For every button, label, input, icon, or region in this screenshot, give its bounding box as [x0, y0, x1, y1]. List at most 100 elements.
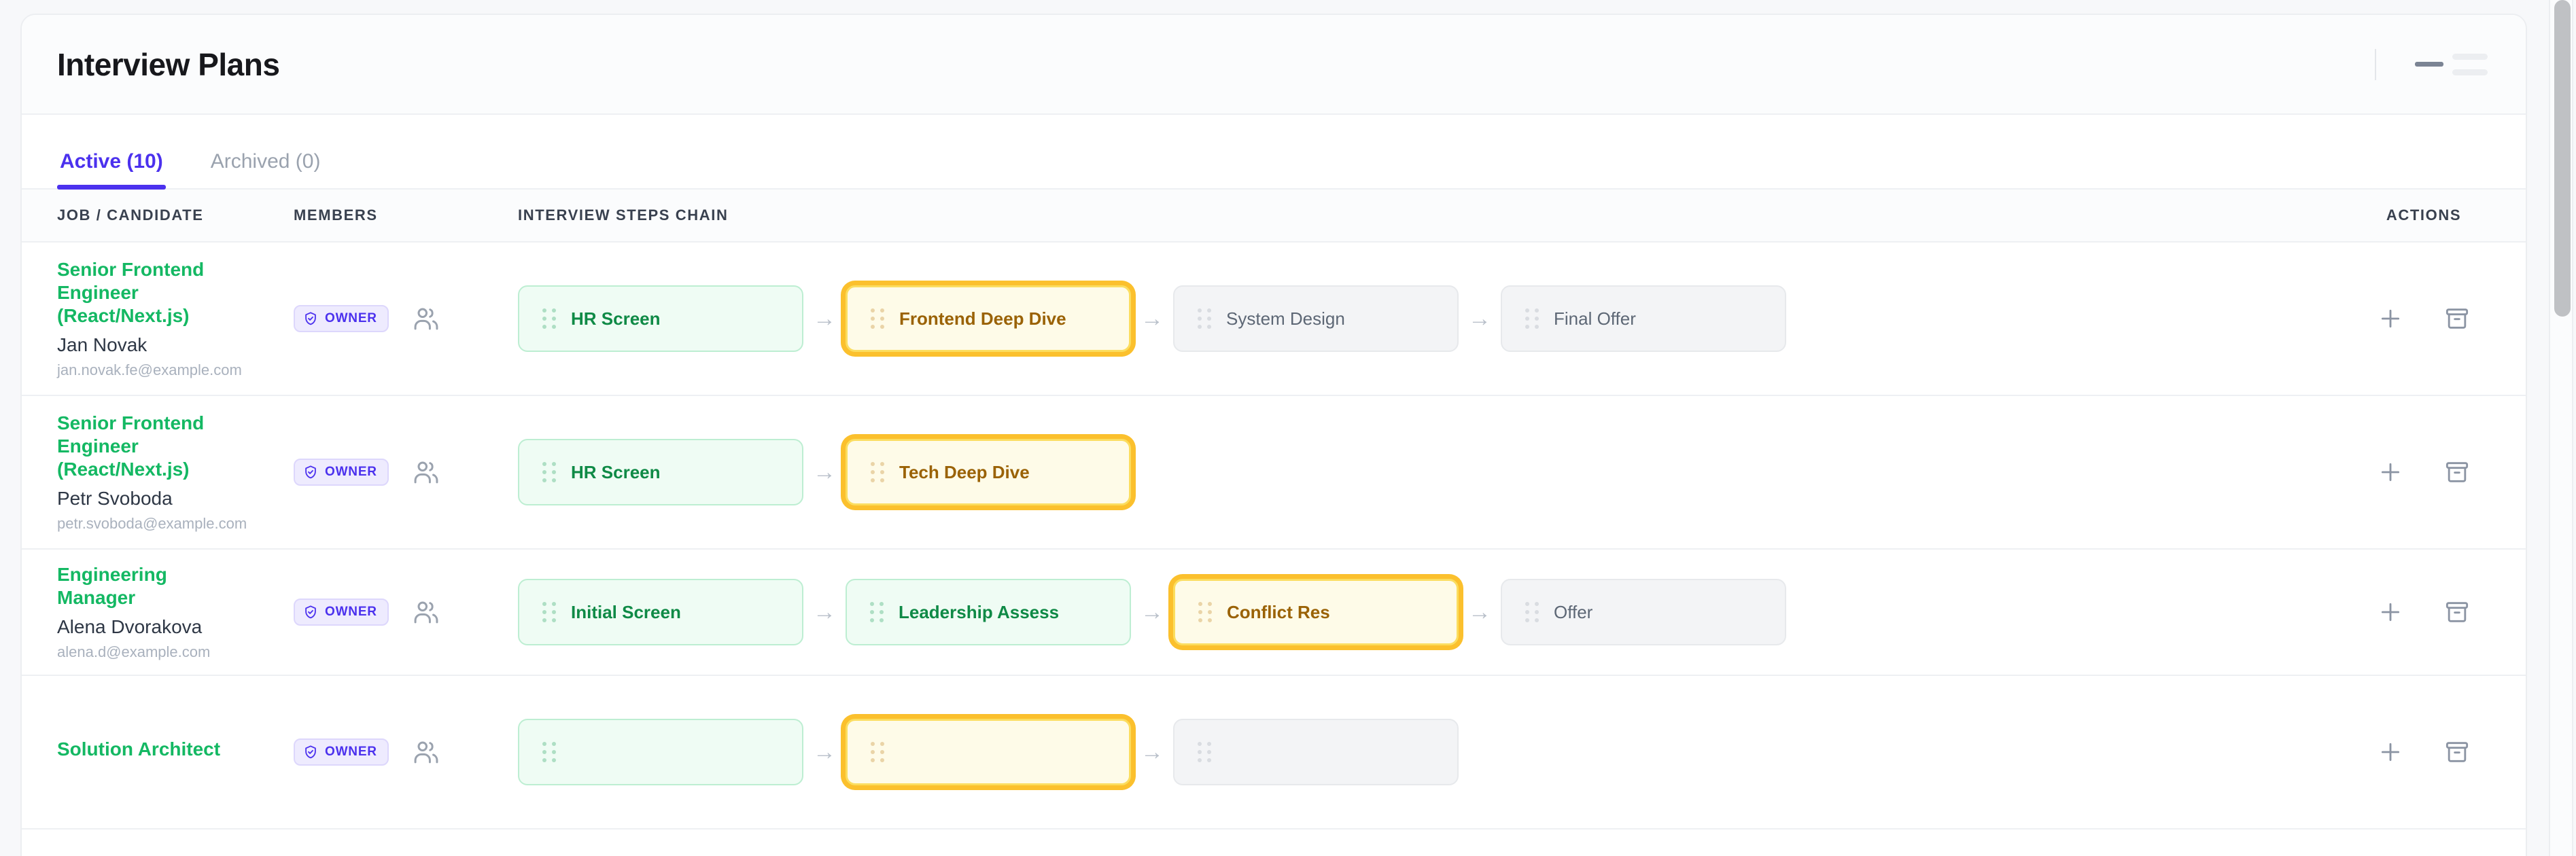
drag-handle-icon[interactable] [1198, 742, 1211, 762]
users-icon[interactable] [412, 304, 440, 333]
step-label: Initial Screen [571, 602, 681, 622]
owner-badge-label: OWNER [325, 465, 377, 479]
window-controls [2375, 44, 2490, 85]
card-header: Interview Plans [22, 15, 2526, 115]
members-cell: OWNER [294, 304, 518, 333]
owner-badge[interactable]: OWNER [294, 738, 389, 766]
column-header-chain: INTERVIEW STEPS CHAIN [518, 207, 729, 224]
chain-arrow-icon: → [1141, 306, 1164, 332]
minimize-button[interactable] [2409, 44, 2450, 85]
plus-icon[interactable] [2377, 599, 2404, 626]
shield-check-icon [305, 745, 316, 759]
vertical-scrollbar[interactable] [2549, 0, 2573, 856]
step-label: Offer [1554, 602, 1593, 622]
archive-icon[interactable] [2443, 599, 2471, 626]
users-icon[interactable] [412, 738, 440, 766]
table-header-row: JOB / CANDIDATE MEMBERS INTERVIEW STEPS … [22, 190, 2526, 243]
step-card[interactable]: Frontend Deep Dive [846, 285, 1131, 352]
drag-handle-icon[interactable] [871, 308, 884, 329]
drag-handle-icon[interactable] [1198, 602, 1212, 622]
shield-check-icon [305, 465, 316, 479]
step-card[interactable]: Leadership Assess [846, 579, 1131, 645]
step-card[interactable] [1173, 719, 1459, 785]
chain-arrow-icon: → [813, 599, 836, 625]
job-candidate-cell: Solution Architect [22, 738, 294, 766]
column-header-job: JOB / CANDIDATE [57, 207, 204, 224]
archive-icon[interactable] [2443, 305, 2471, 332]
step-card[interactable]: System Design [1173, 285, 1459, 352]
minimize-icon [2415, 62, 2443, 67]
drag-handle-icon[interactable] [542, 308, 556, 329]
candidate-name: Jan Novak [57, 334, 147, 355]
drag-handle-icon[interactable] [870, 602, 884, 622]
owner-badge[interactable]: OWNER [294, 599, 389, 626]
job-candidate-cell: Senior Frontend Engineer (React/Next.js)… [22, 412, 294, 533]
drag-handle-icon[interactable] [542, 462, 556, 482]
step-card[interactable]: Tech Deep Dive [846, 439, 1131, 505]
tab-archived[interactable]: Archived (0) [210, 150, 321, 173]
step-card[interactable]: Offer [1501, 579, 1786, 645]
steps-chain-cell: Initial Screen → Leadership Assess → Con… [518, 579, 2322, 645]
step-card[interactable]: Initial Screen [518, 579, 803, 645]
step-card[interactable]: HR Screen [518, 439, 803, 505]
table-row: Senior Frontend Engineer (React/Next.js)… [22, 396, 2526, 550]
archive-icon[interactable] [2443, 459, 2471, 486]
archive-icon[interactable] [2443, 738, 2471, 766]
job-title-link[interactable]: Solution Architect [57, 738, 221, 760]
job-title-link[interactable]: Senior Frontend Engineer (React/Next.js) [57, 412, 205, 480]
drag-handle-icon[interactable] [1198, 308, 1211, 329]
table-row: Engineering Manager Alena Dvorakova alen… [22, 550, 2526, 676]
drag-handle-icon[interactable] [542, 602, 556, 622]
actions-cell [2322, 459, 2526, 486]
step-card[interactable]: Conflict Res [1173, 579, 1459, 645]
scrollbar-thumb[interactable] [2554, 0, 2571, 317]
plus-icon[interactable] [2377, 738, 2404, 766]
menu-button[interactable] [2450, 44, 2490, 85]
drag-handle-icon[interactable] [871, 462, 884, 482]
plus-icon[interactable] [2377, 305, 2404, 332]
step-label: Tech Deep Dive [899, 462, 1030, 482]
tab-active[interactable]: Active (10) [57, 151, 166, 190]
step-card[interactable] [846, 719, 1131, 785]
chain-arrow-icon: → [813, 306, 836, 332]
step-card[interactable]: Final Offer [1501, 285, 1786, 352]
step-card[interactable]: HR Screen [518, 285, 803, 352]
users-icon[interactable] [412, 458, 440, 486]
chain-arrow-icon: → [1141, 599, 1164, 625]
tab-bar: Active (10) Archived (0) [22, 115, 2526, 190]
job-title-link[interactable]: Engineering Manager [57, 563, 167, 608]
members-cell: OWNER [294, 598, 518, 626]
interview-plans-table: JOB / CANDIDATE MEMBERS INTERVIEW STEPS … [22, 190, 2526, 830]
owner-badge[interactable]: OWNER [294, 305, 389, 332]
step-label: Conflict Res [1227, 602, 1330, 622]
step-label: HR Screen [571, 308, 661, 329]
steps-chain-cell: HR Screen → Tech Deep Dive [518, 439, 2322, 505]
drag-handle-icon[interactable] [871, 742, 884, 762]
users-icon[interactable] [412, 598, 440, 626]
drag-handle-icon[interactable] [1525, 308, 1539, 329]
job-candidate-cell: Engineering Manager Alena Dvorakova alen… [22, 563, 294, 662]
owner-badge-label: OWNER [325, 605, 377, 619]
candidate-name: Petr Svoboda [57, 487, 173, 509]
steps-chain: HR Screen → Frontend Deep Dive → System … [518, 285, 2322, 352]
owner-badge[interactable]: OWNER [294, 459, 389, 486]
steps-chain: → → [518, 719, 2322, 785]
actions-cell [2322, 738, 2526, 766]
step-label: Frontend Deep Dive [899, 308, 1066, 329]
step-label: Final Offer [1554, 308, 1636, 329]
job-title-link[interactable]: Senior Frontend Engineer (React/Next.js) [57, 258, 205, 326]
members-cell: OWNER [294, 738, 518, 766]
chain-arrow-icon: → [813, 459, 836, 485]
step-card[interactable] [518, 719, 803, 785]
shield-check-icon [305, 605, 316, 619]
drag-handle-icon[interactable] [542, 742, 556, 762]
shield-check-icon [305, 312, 316, 325]
menu-icon [2452, 53, 2488, 75]
table-row: Senior Frontend Engineer (React/Next.js)… [22, 243, 2526, 396]
plus-icon[interactable] [2377, 459, 2404, 486]
drag-handle-icon[interactable] [1525, 602, 1539, 622]
members-cell: OWNER [294, 458, 518, 486]
step-label: Leadership Assess [899, 602, 1060, 622]
chain-arrow-icon: → [1141, 739, 1164, 765]
